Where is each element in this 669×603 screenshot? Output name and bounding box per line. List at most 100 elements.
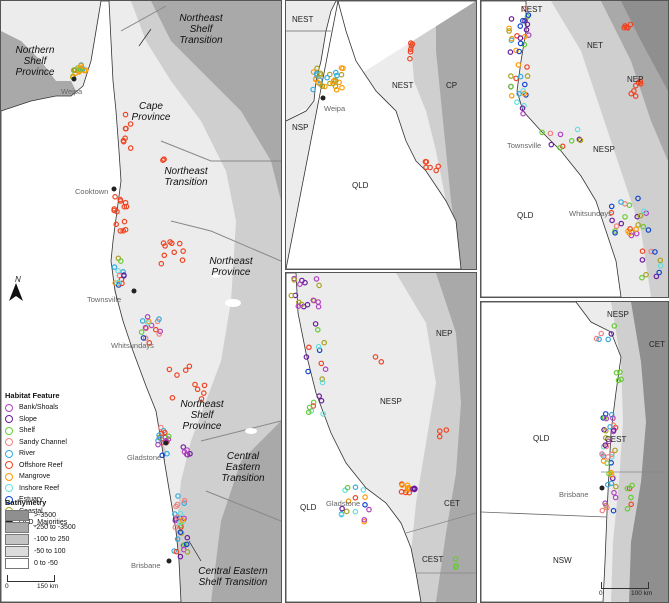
bathymetry-item-label: -250 to -3500 (34, 523, 76, 531)
province-central-eastern-shelf-transition: Central Eastern Shelf Transition (198, 566, 268, 588)
site-marker (539, 129, 545, 136)
site-marker (122, 199, 129, 206)
site-marker (186, 363, 193, 370)
legend-item: Offshore Reef (5, 460, 105, 472)
boundary-line (170, 220, 281, 262)
label-cest: CEST (605, 435, 627, 444)
boundary-line (120, 5, 167, 32)
site-marker (121, 218, 128, 225)
site-marker (437, 428, 443, 434)
legend-title: Habitat Feature (5, 391, 60, 400)
site-marker (519, 105, 526, 112)
site-marker (624, 485, 631, 492)
site-marker (122, 111, 129, 118)
site-marker (521, 81, 528, 88)
site-marker (156, 331, 163, 337)
site-marker (516, 48, 523, 55)
legend-item-label: Sandy Channel (19, 438, 67, 446)
site-marker (422, 158, 429, 165)
scale-end: 100 km (631, 590, 653, 597)
province-northeast-shelf: Northeast Shelf Province (180, 399, 224, 432)
site-marker (322, 83, 328, 90)
site-marker (608, 331, 615, 337)
site-marker (513, 47, 519, 54)
site-marker (557, 145, 563, 151)
label-nesp: NESP (593, 145, 615, 154)
site-marker (610, 422, 617, 429)
label-whitsundays: Whitsundays (569, 209, 612, 218)
site-marker (362, 494, 368, 500)
legend-swatch-icon (5, 426, 13, 435)
legend-item: Sandy Channel (5, 437, 105, 449)
site-marker (339, 505, 345, 512)
site-marker (303, 354, 310, 360)
site-marker (160, 157, 166, 164)
site-marker (310, 399, 317, 406)
site-marker (319, 379, 326, 386)
site-marker (184, 534, 191, 541)
site-marker (198, 396, 205, 402)
site-marker (192, 381, 198, 388)
site-marker (613, 223, 620, 229)
label-qld: QLD (352, 181, 369, 190)
label-nep: NEP (436, 329, 453, 338)
inset-townsville-svg (481, 1, 668, 297)
site-marker (574, 126, 581, 133)
site-marker (637, 212, 644, 219)
callout-line (138, 28, 152, 47)
bathymetry-legend: Bathymetry >-3500 -250 to -3500 -100 to 25… (5, 498, 76, 569)
site-marker (343, 508, 350, 515)
site-marker (310, 297, 317, 304)
site-marker (603, 443, 610, 450)
site-marker (316, 393, 323, 399)
city-dot-townsville (131, 288, 137, 294)
scale-start: 0 (599, 590, 603, 597)
site-marker (516, 91, 522, 97)
site-marker (521, 90, 528, 97)
legend-item: Estuary (5, 494, 105, 506)
site-marker (436, 433, 443, 440)
legend-item-label: QLD_Majorities (19, 519, 68, 527)
site-marker (399, 482, 405, 488)
site-marker (408, 40, 414, 46)
site-marker (314, 72, 320, 79)
legend-swatch-icon (5, 472, 13, 481)
site-marker (330, 78, 337, 84)
site-marker (517, 35, 524, 41)
site-marker (612, 447, 618, 454)
bathymetry-item: 0 to -50 (5, 557, 76, 569)
site-marker (78, 63, 84, 69)
site-markers (69, 62, 208, 560)
site-marker (155, 441, 161, 448)
legend-item-label: Coastal (19, 507, 43, 515)
scale-start: 0 (5, 583, 9, 590)
legend-item-label: Offshore Reef (19, 461, 63, 469)
site-marker (599, 451, 605, 457)
site-marker (515, 62, 522, 68)
site-marker (514, 99, 520, 106)
site-marker (305, 409, 312, 416)
site-marker (322, 366, 329, 373)
site-marker (618, 376, 625, 383)
city-label-weipa: Weipa (61, 87, 83, 96)
site-marker (142, 324, 149, 331)
site-marker (312, 321, 319, 327)
legend-swatch-icon (5, 449, 13, 458)
site-marker (618, 220, 625, 227)
bathymetry-item: -100 to 250 (5, 533, 76, 545)
label-qld: QLD (300, 503, 317, 512)
site-marker (173, 548, 180, 555)
city-dot-brisbane (166, 558, 172, 564)
legend-swatch-icon (5, 461, 13, 470)
province-northeast-transition: Northeast Transition (164, 166, 208, 188)
site-marker (338, 65, 345, 71)
site-marker (166, 366, 173, 373)
site-marker (557, 131, 564, 138)
bathymetry-item: >-3500 (5, 509, 76, 521)
site-marker (179, 257, 186, 264)
site-marker (622, 214, 628, 220)
legend-item-label: Slope (19, 415, 37, 423)
bathymetry-item-label: -50 to 100 (34, 547, 66, 555)
site-marker (407, 48, 414, 55)
site-marker (183, 541, 190, 548)
